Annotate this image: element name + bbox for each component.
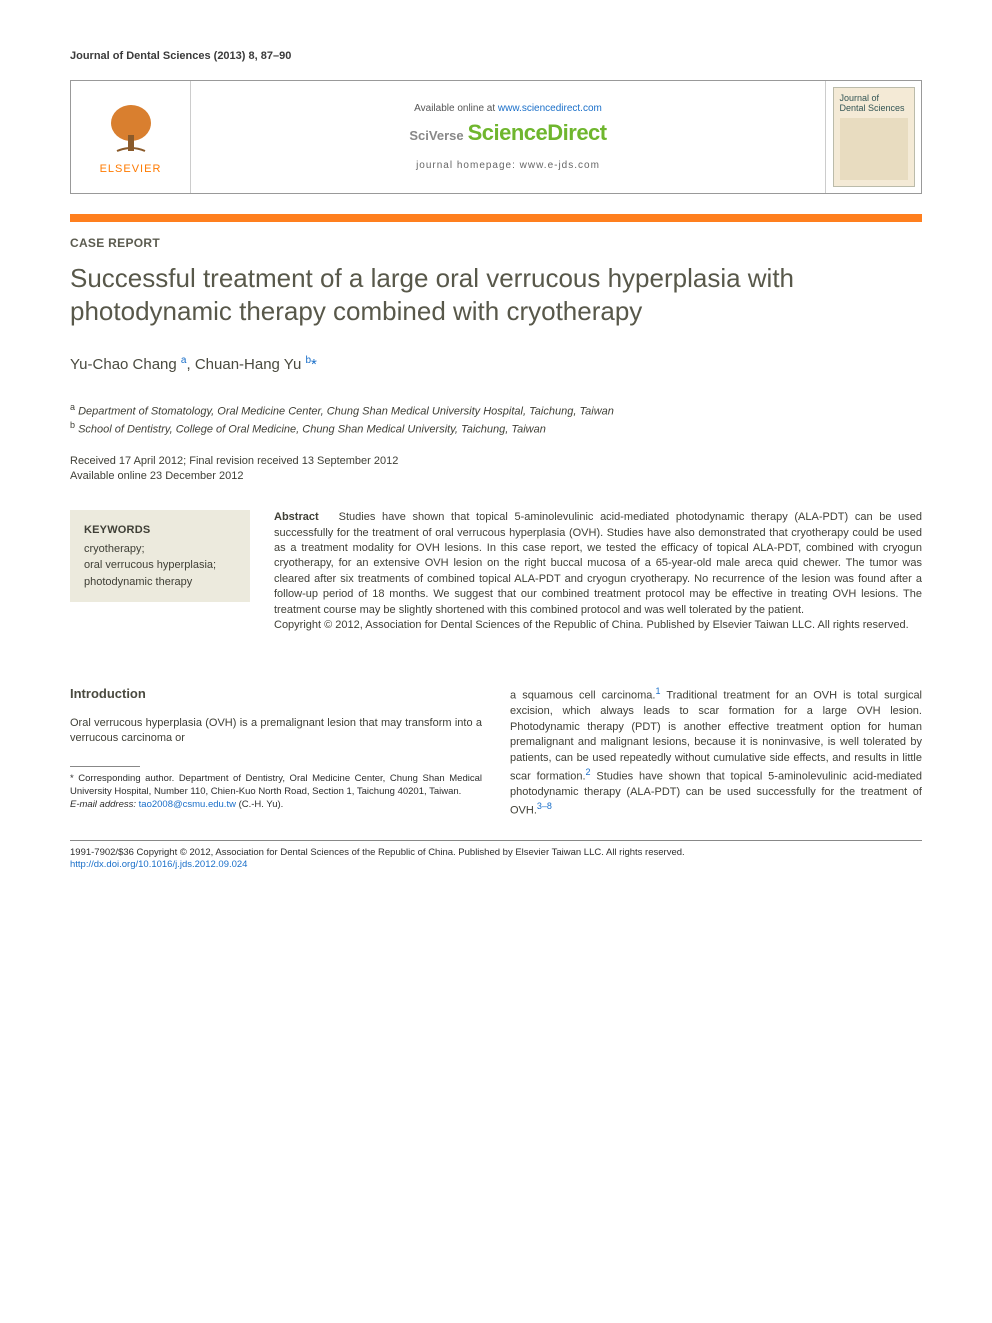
sciencedirect-wordmark: ScienceDirect [468, 120, 607, 146]
journal-cover-box: Journal of Dental Sciences [833, 87, 915, 187]
keywords-box: KEYWORDS cryotherapy; oral verrucous hyp… [70, 510, 250, 602]
corresponding-footnote: * Corresponding author. Department of De… [70, 773, 482, 811]
corr-email[interactable]: tao2008@csmu.edu.tw [139, 799, 236, 810]
journal-cover-title: Journal of Dental Sciences [840, 94, 908, 114]
right-column: a squamous cell carcinoma.1 Traditional … [510, 685, 922, 819]
journal-cover-fill [840, 118, 908, 180]
abstract-copyright: Copyright © 2012, Association for Dental… [274, 619, 909, 631]
issn-copyright: 1991-7902/$36 Copyright © 2012, Associat… [70, 847, 922, 860]
email-label: E-mail address: [70, 799, 136, 810]
author-1-aff: a [181, 355, 187, 366]
abstract-heading: Abstract [274, 511, 319, 523]
ref-2[interactable]: 2 [586, 767, 591, 777]
available-online-text: Available online at www.sciencedirect.co… [414, 103, 602, 114]
abstract-block: Abstract Studies have shown that topical… [274, 510, 922, 633]
footer-copyright: 1991-7902/$36 Copyright © 2012, Associat… [70, 847, 922, 873]
author-list: Yu-Chao Chang a, Chuan-Hang Yu b* [70, 355, 922, 373]
author-2: Chuan-Hang Yu [195, 356, 301, 373]
keyword-2: oral verrucous hyperplasia; [84, 557, 236, 574]
intro-left-text: Oral verrucous hyperplasia (OVH) is a pr… [70, 716, 482, 747]
received-line: Received 17 April 2012; Final revision r… [70, 454, 922, 469]
footnote-rule [70, 766, 140, 767]
article-type: CASE REPORT [70, 236, 922, 250]
elsevier-tree-icon [101, 99, 161, 159]
elsevier-label: ELSEVIER [100, 163, 162, 175]
publisher-header: ELSEVIER Available online at www.science… [70, 80, 922, 194]
online-line: Available online 23 December 2012 [70, 469, 922, 484]
sciencedirect-link[interactable]: www.sciencedirect.com [498, 103, 602, 114]
corresponding-star: * [311, 356, 317, 373]
sciverse-top: SciVerse [409, 128, 463, 143]
available-prefix: Available online at [414, 103, 498, 114]
affiliation-b: School of Dentistry, College of Oral Med… [78, 424, 546, 436]
section-rule [70, 214, 922, 222]
author-1: Yu-Chao Chang [70, 356, 177, 373]
article-dates: Received 17 April 2012; Final revision r… [70, 454, 922, 485]
journal-reference: Journal of Dental Sciences (2013) 8, 87–… [70, 50, 922, 62]
keywords-abstract-row: KEYWORDS cryotherapy; oral verrucous hyp… [70, 510, 922, 633]
intro-columns: Introduction Oral verrucous hyperplasia … [70, 685, 922, 819]
abstract-body: Studies have shown that topical 5-aminol… [274, 511, 922, 615]
keywords-heading: KEYWORDS [84, 522, 236, 539]
ref-1[interactable]: 1 [655, 686, 660, 696]
intro-right-text: a squamous cell carcinoma.1 Traditional … [510, 685, 922, 819]
elsevier-logo-block: ELSEVIER [71, 81, 191, 193]
keyword-3: photodynamic therapy [84, 574, 236, 591]
bottom-rule [70, 840, 922, 841]
corr-author-text: * Corresponding author. Department of De… [70, 773, 482, 799]
keyword-1: cryotherapy; [84, 541, 236, 558]
journal-homepage: journal homepage: www.e-jds.com [416, 160, 600, 171]
affiliations: a Department of Stomatology, Oral Medici… [70, 401, 922, 438]
ref-3-8[interactable]: 3–8 [537, 801, 552, 811]
introduction-heading: Introduction [70, 685, 482, 703]
left-column: Introduction Oral verrucous hyperplasia … [70, 685, 482, 819]
corr-email-who: (C.-H. Yu). [236, 799, 283, 810]
doi-link[interactable]: http://dx.doi.org/10.1016/j.jds.2012.09.… [70, 859, 922, 872]
journal-cover-thumb: Journal of Dental Sciences [825, 81, 921, 193]
affiliation-a: Department of Stomatology, Oral Medicine… [78, 405, 614, 417]
header-center: Available online at www.sciencedirect.co… [191, 81, 825, 193]
article-title: Successful treatment of a large oral ver… [70, 262, 922, 329]
sciverse-logo: SciVerse ScienceDirect [409, 120, 606, 146]
